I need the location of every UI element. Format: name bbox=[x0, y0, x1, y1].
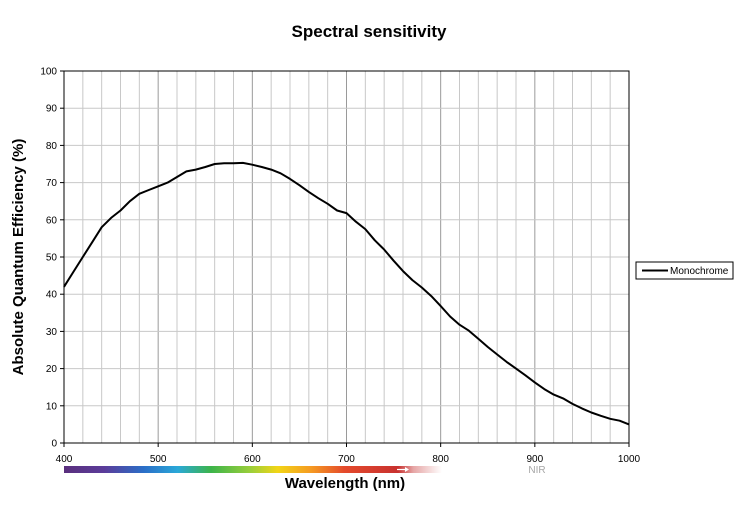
y-tick-label: 10 bbox=[46, 401, 58, 412]
x-tick-label: 500 bbox=[150, 454, 167, 465]
spectrum-bar: NIR bbox=[64, 465, 546, 476]
y-tick-label: 30 bbox=[46, 327, 58, 338]
x-tick-label: 700 bbox=[338, 454, 355, 465]
y-tick-label: 20 bbox=[46, 364, 58, 375]
y-tick-label: 50 bbox=[46, 253, 58, 264]
x-tick-label: 400 bbox=[56, 454, 73, 465]
y-tick-label: 0 bbox=[51, 439, 57, 450]
y-axis: 0 10 20 30 40 50 60 70 80 90 100 bbox=[40, 67, 64, 450]
y-tick-label: 90 bbox=[46, 104, 58, 115]
nir-spectrum-band bbox=[398, 466, 442, 473]
series-line-monochrome bbox=[63, 161, 630, 426]
nir-label: NIR bbox=[528, 465, 545, 476]
legend: Monochrome bbox=[635, 261, 734, 280]
x-tick-label: 600 bbox=[244, 454, 261, 465]
y-tick-label: 80 bbox=[46, 141, 58, 152]
y-tick-label: 100 bbox=[40, 67, 57, 78]
x-axis-label: Wavelength (nm) bbox=[285, 475, 405, 492]
y-axis-label: Absolute Quantum Efficiency (%) bbox=[10, 139, 27, 376]
arrow-right-icon bbox=[397, 467, 409, 472]
y-tick-label: 40 bbox=[46, 290, 58, 301]
visible-spectrum-band bbox=[64, 466, 398, 473]
x-tick-label: 900 bbox=[526, 454, 543, 465]
x-tick-label: 800 bbox=[432, 454, 449, 465]
y-tick-label: 60 bbox=[46, 215, 58, 226]
chart-title: Spectral sensitivity bbox=[292, 22, 448, 41]
x-tick-label: 1000 bbox=[618, 454, 641, 465]
y-tick-label: 70 bbox=[46, 178, 58, 189]
x-axis: 400 500 600 700 800 900 1000 bbox=[56, 443, 641, 465]
grid bbox=[64, 71, 629, 443]
legend-label-monochrome: Monochrome bbox=[670, 266, 729, 277]
legend-box bbox=[635, 261, 734, 280]
